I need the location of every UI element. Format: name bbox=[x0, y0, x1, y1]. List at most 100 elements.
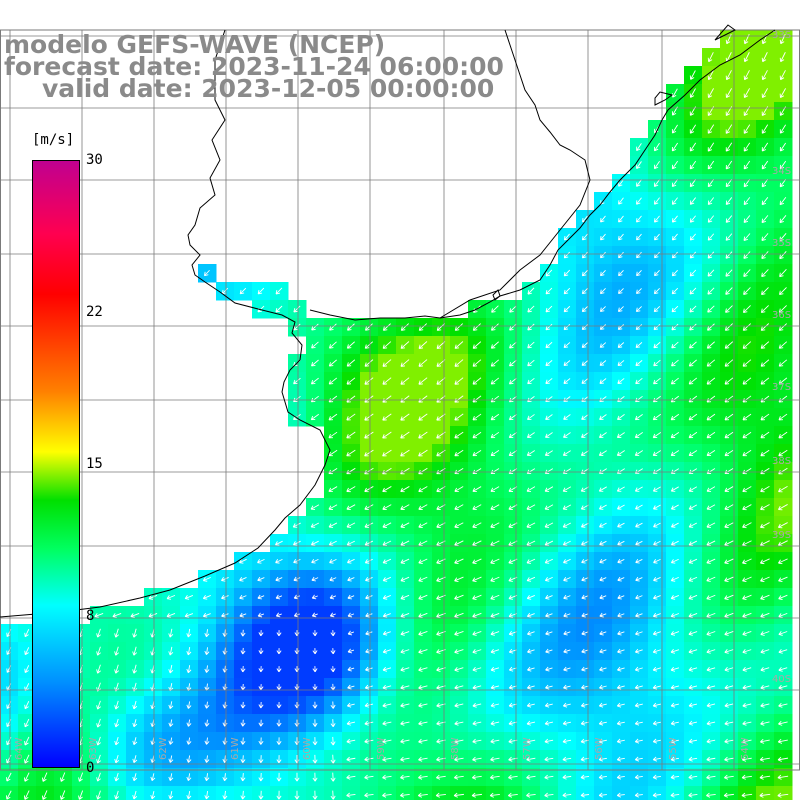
wind-arrow bbox=[653, 323, 661, 331]
wind-arrow bbox=[275, 576, 283, 582]
wind-arrow bbox=[706, 359, 716, 367]
wind-arrow bbox=[293, 558, 301, 564]
wind-arrow bbox=[580, 486, 590, 492]
wind-arrow bbox=[364, 341, 374, 349]
wind-arrow bbox=[544, 450, 553, 456]
wind-arrow bbox=[617, 360, 625, 366]
wind-arrow bbox=[761, 124, 769, 134]
wind-arrow bbox=[454, 666, 464, 672]
wind-arrow bbox=[258, 755, 264, 764]
wind-arrow bbox=[346, 449, 356, 457]
wind-arrow bbox=[724, 756, 734, 762]
wind-arrow bbox=[347, 630, 355, 636]
wind-arrow bbox=[168, 737, 174, 745]
wind-speed-cell bbox=[648, 786, 667, 800]
wind-arrow bbox=[202, 612, 211, 618]
wind-arrow bbox=[490, 486, 500, 492]
wind-arrow bbox=[688, 613, 698, 618]
wind-arrow bbox=[636, 270, 642, 277]
wind-arrow bbox=[240, 683, 246, 691]
wind-arrow bbox=[472, 413, 482, 421]
wind-arrow bbox=[490, 631, 500, 636]
wind-arrow bbox=[778, 558, 788, 565]
wind-arrow bbox=[706, 486, 716, 492]
wind-arrow bbox=[760, 305, 769, 313]
wind-arrow bbox=[365, 630, 373, 636]
wind-arrow bbox=[670, 684, 680, 690]
wind-arrow bbox=[526, 432, 535, 438]
wind-arrow bbox=[293, 612, 300, 618]
wind-arrow bbox=[742, 720, 752, 726]
wind-arrow bbox=[581, 251, 588, 259]
wind-arrow bbox=[418, 486, 428, 493]
wind-arrow bbox=[562, 450, 571, 456]
wind-arrow bbox=[400, 522, 410, 528]
wind-arrow bbox=[760, 486, 770, 493]
wind-arrow bbox=[347, 648, 355, 654]
wind-arrow bbox=[276, 772, 282, 782]
wind-arrow bbox=[635, 594, 643, 600]
wind-arrow bbox=[418, 540, 428, 546]
wind-arrow bbox=[777, 792, 789, 798]
wind-arrow bbox=[724, 702, 734, 708]
wind-arrow bbox=[454, 702, 464, 708]
wind-arrow bbox=[472, 341, 482, 349]
wind-arrow bbox=[725, 197, 733, 206]
wind-arrow bbox=[778, 576, 788, 583]
wind-arrow bbox=[725, 142, 733, 152]
wind-arrow bbox=[114, 754, 120, 764]
wind-arrow bbox=[454, 594, 464, 600]
wind-arrow bbox=[635, 306, 642, 313]
wind-arrow bbox=[777, 738, 788, 744]
wind-arrow bbox=[671, 179, 678, 188]
wind-arrow bbox=[562, 738, 572, 744]
wind-arrow bbox=[346, 792, 356, 798]
wind-arrow bbox=[671, 359, 679, 367]
wind-arrow bbox=[777, 504, 788, 511]
wind-arrow bbox=[365, 666, 373, 672]
wind-arrow bbox=[706, 413, 716, 421]
wind-arrow bbox=[526, 702, 535, 708]
wind-arrow bbox=[618, 270, 624, 277]
wind-arrow bbox=[221, 594, 229, 600]
wind-arrow bbox=[490, 431, 500, 439]
wind-arrow bbox=[490, 522, 500, 529]
wind-arrow bbox=[472, 631, 482, 636]
wind-arrow bbox=[417, 792, 428, 798]
wind-speed-cell bbox=[522, 786, 541, 800]
wind-arrow bbox=[617, 648, 625, 654]
wind-arrow bbox=[312, 666, 318, 673]
wind-arrow bbox=[743, 251, 751, 259]
wind-arrow bbox=[581, 287, 588, 295]
wind-arrow bbox=[400, 431, 410, 439]
wind-arrow bbox=[617, 576, 625, 582]
wind-arrow bbox=[382, 738, 392, 744]
wind-arrow bbox=[761, 269, 769, 278]
wind-arrow bbox=[670, 558, 679, 564]
wind-arrow bbox=[472, 684, 482, 690]
colorbar-tick-8: 8 bbox=[86, 608, 95, 624]
wind-arrow bbox=[527, 666, 535, 672]
wind-arrow bbox=[707, 88, 714, 99]
wind-arrow bbox=[168, 628, 174, 638]
wind-arrow bbox=[240, 755, 246, 763]
wind-arrow bbox=[653, 287, 660, 295]
wind-arrow bbox=[563, 233, 570, 241]
wind-arrow bbox=[545, 414, 553, 420]
wind-arrow bbox=[688, 756, 698, 762]
wind-arrow bbox=[742, 359, 752, 367]
wind-arrow bbox=[222, 790, 228, 800]
wind-arrow bbox=[706, 576, 716, 582]
wind-arrow bbox=[310, 413, 320, 421]
wind-arrow bbox=[364, 738, 374, 744]
wind-arrow bbox=[743, 287, 751, 295]
wind-arrow bbox=[311, 359, 319, 367]
wind-arrow bbox=[472, 540, 482, 547]
wind-arrow bbox=[526, 522, 536, 528]
wind-arrow bbox=[400, 323, 409, 331]
wind-arrow bbox=[274, 540, 283, 546]
wind-arrow bbox=[78, 772, 84, 782]
wind-arrow bbox=[743, 215, 751, 223]
wind-arrow bbox=[204, 790, 210, 800]
wind-arrow bbox=[563, 305, 571, 313]
